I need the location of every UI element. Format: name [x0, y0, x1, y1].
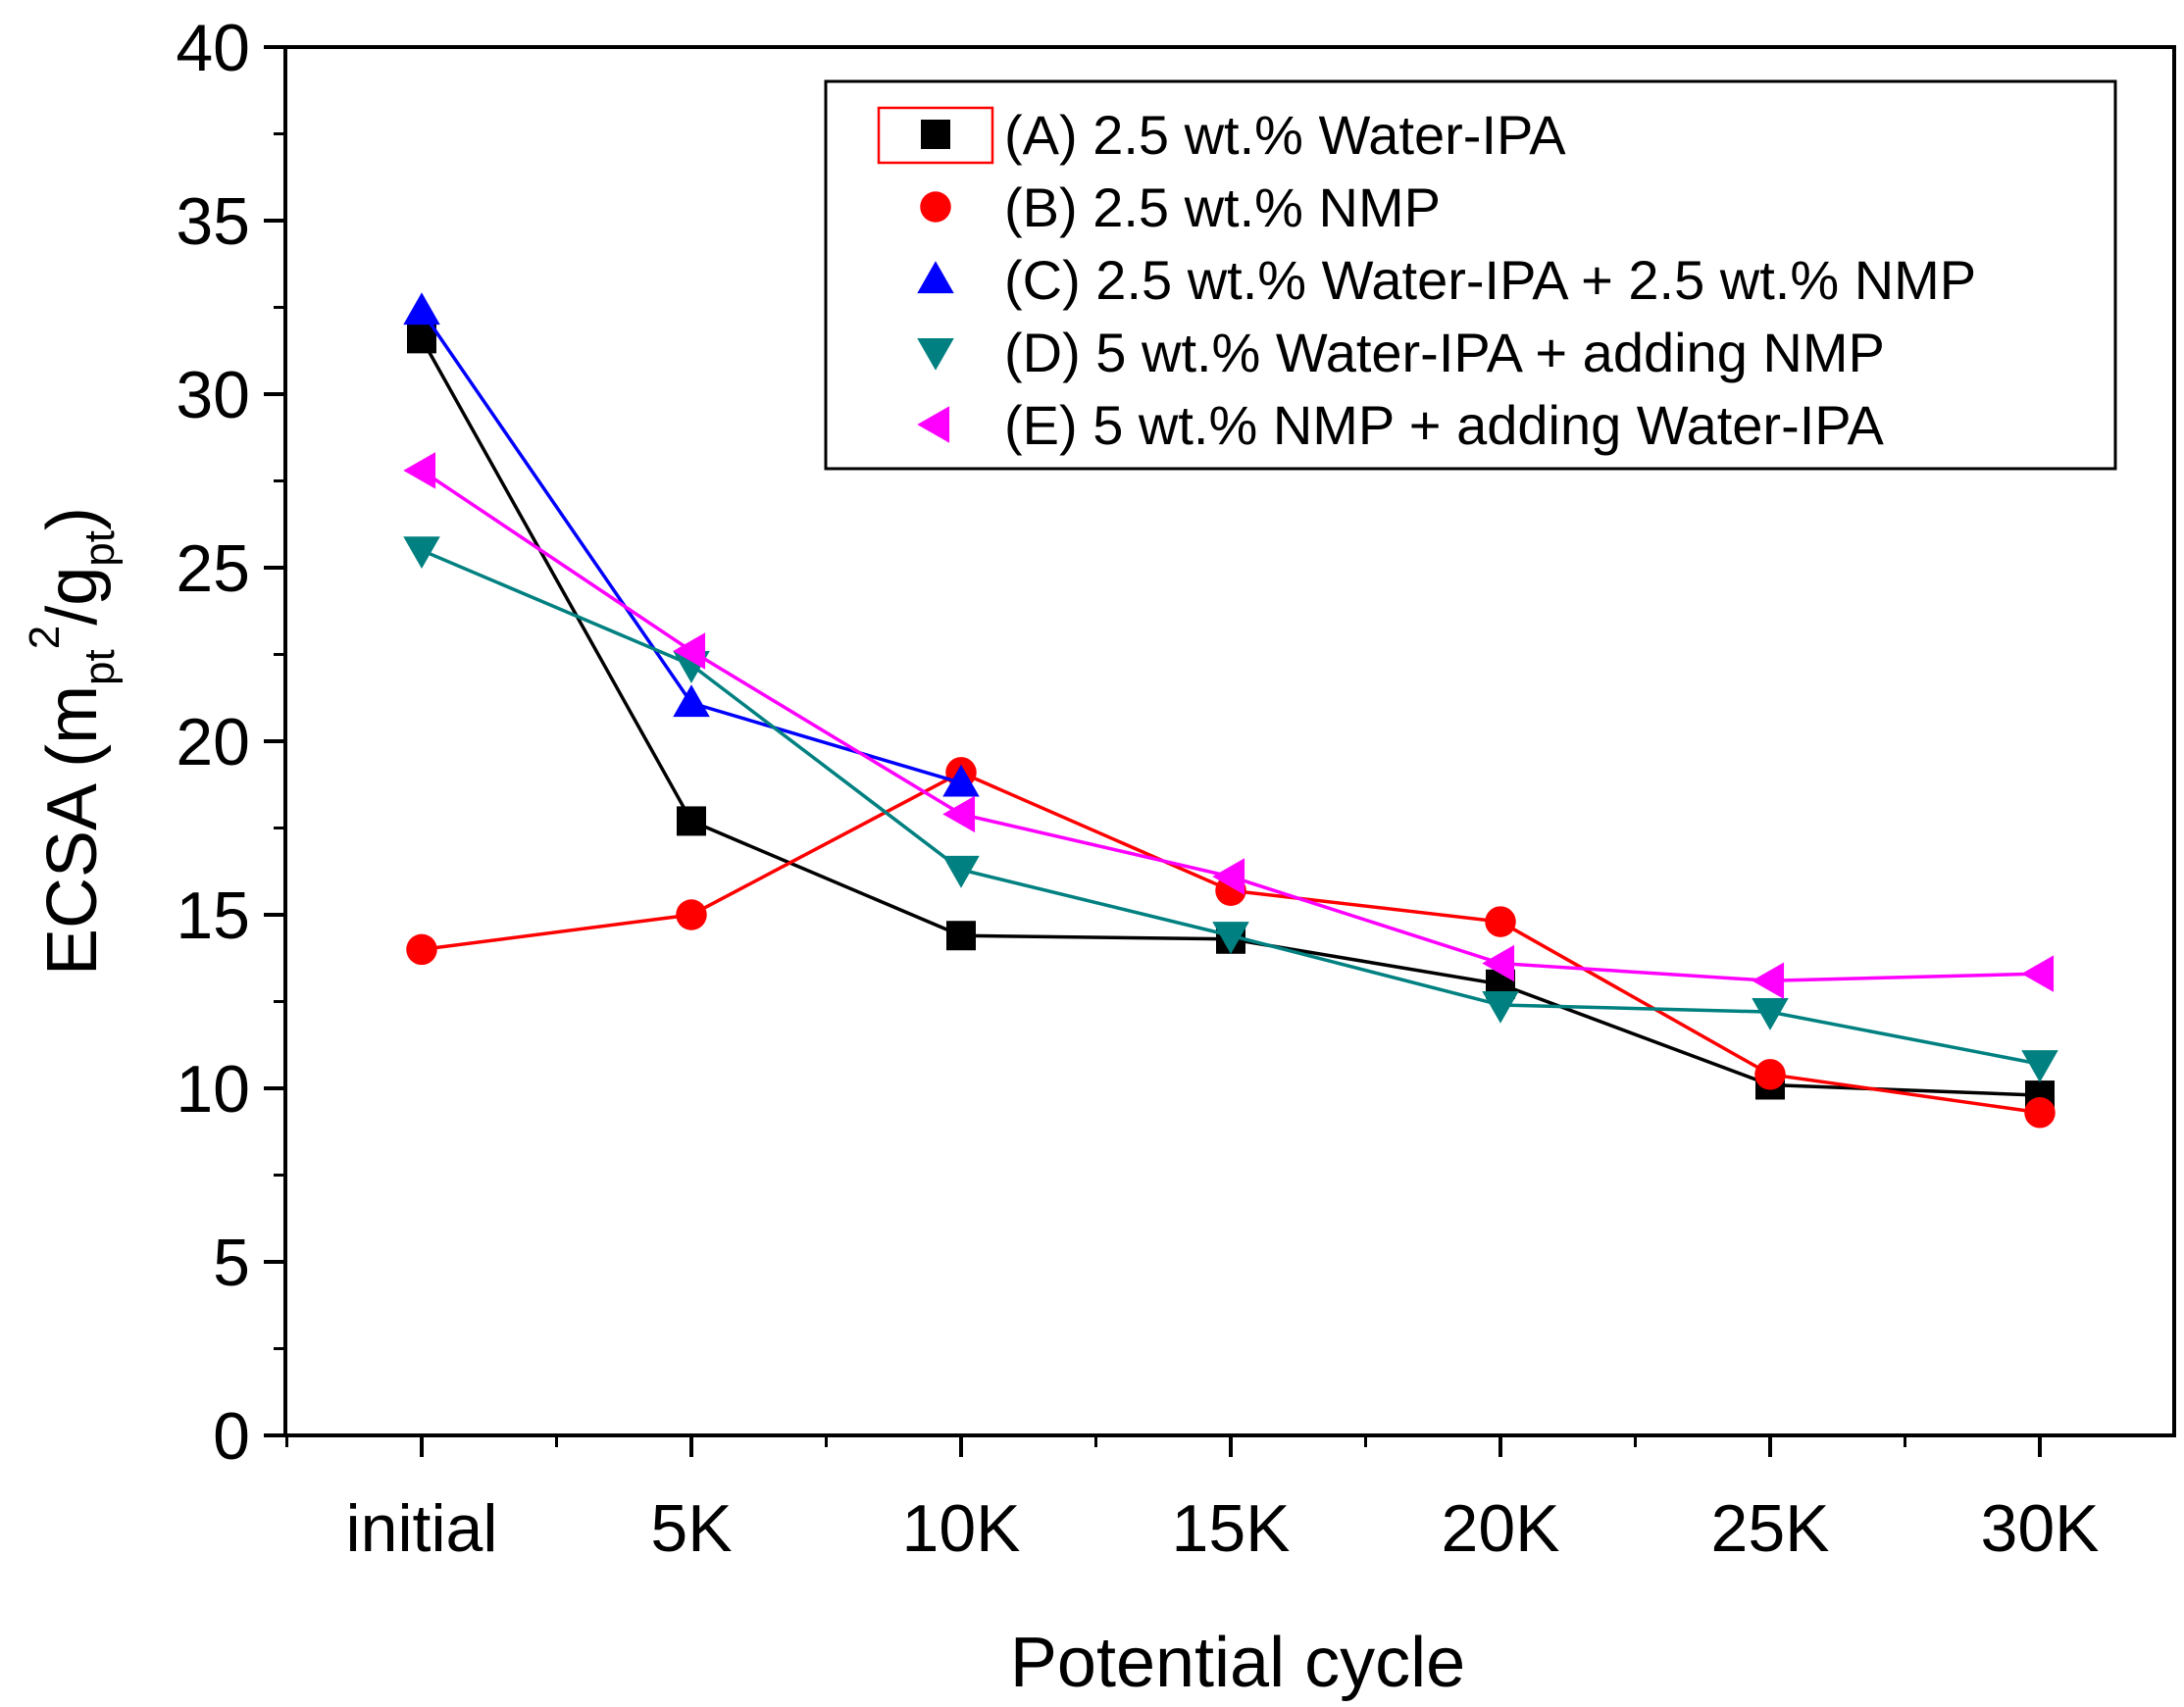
y-tick-label: 25: [176, 531, 250, 606]
y-axis-title-sub2: pt: [76, 530, 124, 567]
legend-box: [824, 79, 2117, 471]
series-E: [403, 452, 2055, 1000]
series-E-point: [403, 452, 436, 489]
plot-frame: [283, 45, 2176, 1437]
series-B-point: [2024, 1097, 2056, 1129]
series-C-point: [673, 684, 710, 718]
series-C-point: [942, 764, 980, 797]
legend-marker-C: [917, 261, 954, 294]
legend-label-C: (C) 2.5 wt.% Water-IPA + 2.5 wt.% NMP: [1004, 249, 1976, 311]
y-axis-title-close: ): [33, 507, 112, 530]
series-C: [403, 292, 980, 797]
series-B: [406, 757, 2056, 1129]
series-D-line: [421, 548, 2041, 1066]
series-A-point: [407, 324, 436, 354]
series-E-point: [1212, 858, 1245, 895]
y-tick-label: 5: [213, 1226, 250, 1300]
x-tick-label: 10K: [902, 1491, 1021, 1566]
y-axis-title-sub1: pt: [76, 649, 124, 685]
series-D-point: [1212, 922, 1249, 954]
x-tick-label: initial: [346, 1491, 498, 1566]
series-D-point: [403, 536, 440, 570]
legend-marker-E: [917, 406, 950, 443]
x-tick-label: 30K: [1981, 1491, 2100, 1566]
legend-marker-A: [921, 120, 950, 149]
y-tick-label: 20: [176, 705, 250, 779]
series-B-point: [1485, 906, 1516, 937]
x-tick-label: 25K: [1711, 1491, 1830, 1566]
y-tick-label: 40: [176, 11, 250, 85]
y-tick-label: 0: [213, 1399, 250, 1474]
series-E-point: [673, 632, 706, 670]
x-tick-label: 20K: [1442, 1491, 1560, 1566]
series-B-point: [676, 899, 707, 930]
series-E-point: [1752, 962, 1785, 1000]
legend-marker-D: [917, 337, 954, 371]
series-A-point: [946, 921, 976, 951]
y-tick-label: 10: [176, 1052, 250, 1127]
legend-marker-B: [920, 191, 951, 223]
series-D-point: [942, 855, 980, 888]
x-tick-label: 15K: [1172, 1491, 1291, 1566]
x-axis-title: Potential cycle: [1010, 1624, 1465, 1702]
series-D-point: [2021, 1050, 2058, 1082]
legend-label-A: (A) 2.5 wt.% Water-IPA: [1004, 104, 1566, 166]
legend-selection-frame: [877, 106, 994, 165]
y-tick-label: 15: [176, 879, 250, 953]
legend-label-B: (B) 2.5 wt.% NMP: [1004, 176, 1441, 238]
legend-label-E: (E) 5 wt.% NMP + adding Water-IPA: [1004, 394, 1884, 456]
series-E-point: [2021, 955, 2055, 992]
series-D-point: [1482, 990, 1519, 1024]
x-tick-labels: initial 5K 10K 15K 20K 25K 30K: [346, 1491, 2100, 1566]
series-A-point: [677, 806, 706, 836]
legend-label-D: (D) 5 wt.% Water-IPA + adding NMP: [1004, 322, 1885, 383]
series-D: [403, 536, 2058, 1082]
series-B-point: [406, 933, 437, 966]
svg-text:ECSA (mpt2/gpt): ECSA (mpt2/gpt): [21, 507, 124, 976]
y-tick-label: 35: [176, 184, 250, 259]
y-tick-labels: 0 5 10 15 20 25 30 35 40: [176, 11, 250, 1474]
series-D-point: [1752, 998, 1789, 1030]
series-layer: [403, 292, 2058, 1129]
y-axis-title-sup: 2: [21, 626, 69, 649]
y-axis-title-mid: /g: [33, 567, 112, 626]
series-B-point: [1754, 1059, 1786, 1090]
series-C-point: [403, 292, 440, 326]
series-E-point: [942, 795, 976, 833]
x-tick-label: 5K: [650, 1491, 732, 1566]
y-tick-label: 30: [176, 358, 250, 432]
y-axis-title-main: ECSA (m: [33, 685, 112, 976]
series-E-point: [1482, 944, 1515, 982]
y-axis-title: ECSA (mpt2/gpt): [21, 507, 124, 976]
legend: (A) 2.5 wt.% Water-IPA (B) 2.5 wt.% NMP (C…: [824, 79, 2117, 471]
